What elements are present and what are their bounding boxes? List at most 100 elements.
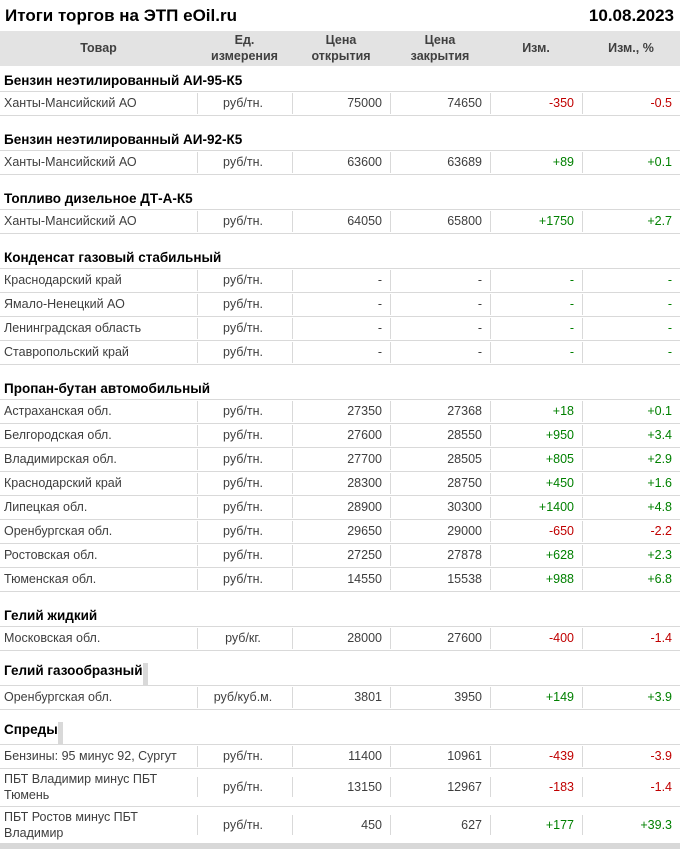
cell-change-pct: -2.2 [582, 521, 680, 542]
section-title: Спреды [4, 722, 58, 737]
cell-product: Оренбургская обл. [4, 524, 113, 539]
section-title: Бензин неэтилированный АИ-95-К5 [4, 72, 243, 88]
col-header-change: Изм. [522, 40, 550, 55]
cell-close-price: 627 [390, 814, 490, 835]
cell-change-pct: +2.7 [582, 211, 680, 232]
section-header: Гелий жидкий [0, 604, 680, 627]
section-header-empty-cell [59, 722, 61, 744]
cell-change-pct: +3.9 [582, 687, 680, 708]
cell-change-pct: +0.1 [582, 152, 680, 173]
column-header-row: Товар Ед. измерения Цена открытия Цена з… [0, 31, 680, 66]
table-body: Бензин неэтилированный АИ-95-К5 Ханты-Ман… [0, 69, 680, 844]
section-spacer [0, 234, 680, 246]
cell-unit: руб/тн. [197, 425, 292, 446]
cell-product: Ханты-Мансийский АО [4, 96, 137, 111]
cell-close-price: 15538 [390, 569, 490, 590]
cell-product: Оренбургская обл. [4, 690, 113, 705]
section-spacer [0, 651, 680, 663]
cell-product: Липецкая обл. [4, 500, 88, 515]
cell-close-price: 10961 [390, 746, 490, 767]
cell-open-price: 64050 [292, 211, 390, 232]
section-title: Гелий жидкий [4, 607, 98, 623]
cell-change-pct: - [582, 318, 680, 339]
cell-change: +18 [490, 401, 582, 422]
cell-unit: руб/тн. [197, 473, 292, 494]
cell-unit: руб/кг. [197, 628, 292, 649]
table-row: Оренбургская обл. руб/куб.м. 3801 3950 +149 +… [0, 686, 680, 710]
bottom-scrollbar-track[interactable] [0, 843, 680, 849]
section-spacer [0, 710, 680, 722]
section-header-empty-cell [61, 722, 63, 744]
table-row: Ставропольский край руб/тн. - - - - [0, 341, 680, 365]
cell-change: +950 [490, 425, 582, 446]
cell-change: -400 [490, 628, 582, 649]
cell-change: -650 [490, 521, 582, 542]
section-header-empty-cell [143, 663, 145, 685]
cell-open-price: 28900 [292, 497, 390, 518]
section-title: Топливо дизельное ДТ-А-К5 [4, 190, 193, 206]
section-spacer [0, 116, 680, 128]
cell-product: Бензины: 95 минус 92, Сургут [4, 749, 177, 764]
table-row: Белгородская обл. руб/тн. 27600 28550 +950 +3… [0, 424, 680, 448]
section-header: Конденсат газовый стабильный [0, 246, 680, 269]
cell-unit: руб/тн. [197, 777, 292, 798]
cell-change-pct: +4.8 [582, 497, 680, 518]
section-header: Спреды [0, 722, 680, 745]
cell-change-pct: +0.1 [582, 401, 680, 422]
table-row: Ханты-Мансийский АО руб/тн. 75000 74650 -350… [0, 92, 680, 116]
cell-open-price: - [292, 270, 390, 291]
cell-change: -350 [490, 93, 582, 114]
cell-open-price: - [292, 294, 390, 315]
section-spacer [0, 592, 680, 604]
cell-close-price: - [390, 318, 490, 339]
cell-product: Ставропольский край [4, 345, 129, 360]
col-header-close-price: Цена закрытия [410, 32, 470, 63]
cell-product: Краснодарский край [4, 476, 122, 491]
cell-open-price: 75000 [292, 93, 390, 114]
section-header: Гелий газообразный [0, 663, 680, 686]
cell-change: +177 [490, 814, 582, 835]
table-row: ПБТ Ростов минус ПБТ Владимир руб/тн. 450 6… [0, 807, 680, 844]
cell-change: - [490, 294, 582, 315]
section-header-empty-cell [60, 722, 62, 744]
cell-open-price: 28300 [292, 473, 390, 494]
cell-open-price: 27350 [292, 401, 390, 422]
cell-close-price: - [390, 342, 490, 363]
cell-close-price: 28505 [390, 449, 490, 470]
section-header-empty-cell [57, 722, 59, 744]
table-row: Ямало-Ненецкий АО руб/тн. - - - - [0, 293, 680, 317]
cell-close-price: - [390, 270, 490, 291]
cell-unit: руб/тн. [197, 401, 292, 422]
cell-product: Астраханская обл. [4, 404, 112, 419]
section-title: Гелий газообразный [4, 663, 143, 678]
cell-unit: руб/тн. [197, 318, 292, 339]
col-header-product: Товар [80, 40, 117, 55]
cell-change-pct: +6.8 [582, 569, 680, 590]
cell-unit: руб/куб.м. [197, 687, 292, 708]
cell-unit: руб/тн. [197, 93, 292, 114]
cell-close-price: 65800 [390, 211, 490, 232]
cell-close-price: 27368 [390, 401, 490, 422]
col-header-open-price: Цена открытия [311, 32, 371, 63]
cell-change: +149 [490, 687, 582, 708]
cell-unit: руб/тн. [197, 211, 292, 232]
cell-change-pct: +3.4 [582, 425, 680, 446]
cell-close-price: 74650 [390, 93, 490, 114]
table-row: Краснодарский край руб/тн. 28300 28750 +450 +… [0, 472, 680, 496]
report-date: 10.08.2023 [588, 5, 674, 25]
cell-close-price: 30300 [390, 497, 490, 518]
cell-change: +1750 [490, 211, 582, 232]
cell-change: +450 [490, 473, 582, 494]
cell-product: Московская обл. [4, 631, 101, 646]
cell-open-price: 27700 [292, 449, 390, 470]
cell-change-pct: -3.9 [582, 746, 680, 767]
section-header-empty-cell [146, 663, 148, 685]
cell-open-price: 11400 [292, 746, 390, 767]
table-row: Оренбургская обл. руб/тн. 29650 29000 -650 -2… [0, 520, 680, 544]
col-header-change-pct: Изм., % [608, 40, 654, 55]
section-header: Бензин неэтилированный АИ-95-К5 [0, 69, 680, 92]
table-row: Липецкая обл. руб/тн. 28900 30300 +1400 +4.8 [0, 496, 680, 520]
cell-open-price: - [292, 342, 390, 363]
cell-change: - [490, 270, 582, 291]
section-header: Бензин неэтилированный АИ-92-К5 [0, 128, 680, 151]
